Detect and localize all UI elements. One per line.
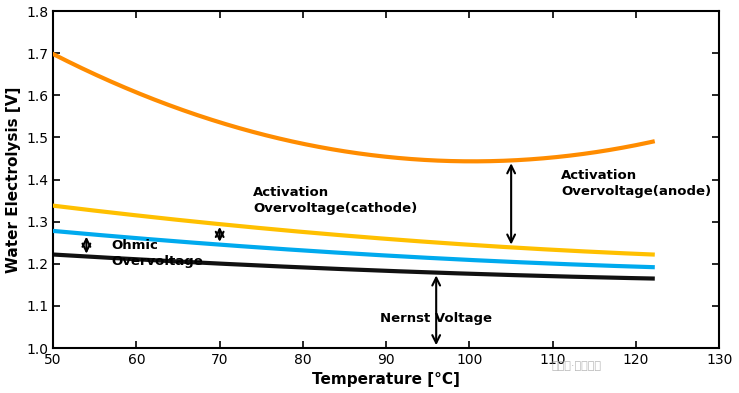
Text: Nernst Voltage: Nernst Voltage [380,312,492,325]
Y-axis label: Water Electrolysis [V]: Water Electrolysis [V] [6,86,21,273]
X-axis label: Temperature [°C]: Temperature [°C] [313,373,460,387]
Text: Ohmic
Overvoltage: Ohmic Overvoltage [112,239,203,268]
Text: Activation
Overvoltage(anode): Activation Overvoltage(anode) [561,169,711,198]
Text: Activation
Overvoltage(cathode): Activation Overvoltage(cathode) [253,186,418,215]
Text: 公众号·氢眼所见: 公众号·氢眼所见 [551,362,602,371]
